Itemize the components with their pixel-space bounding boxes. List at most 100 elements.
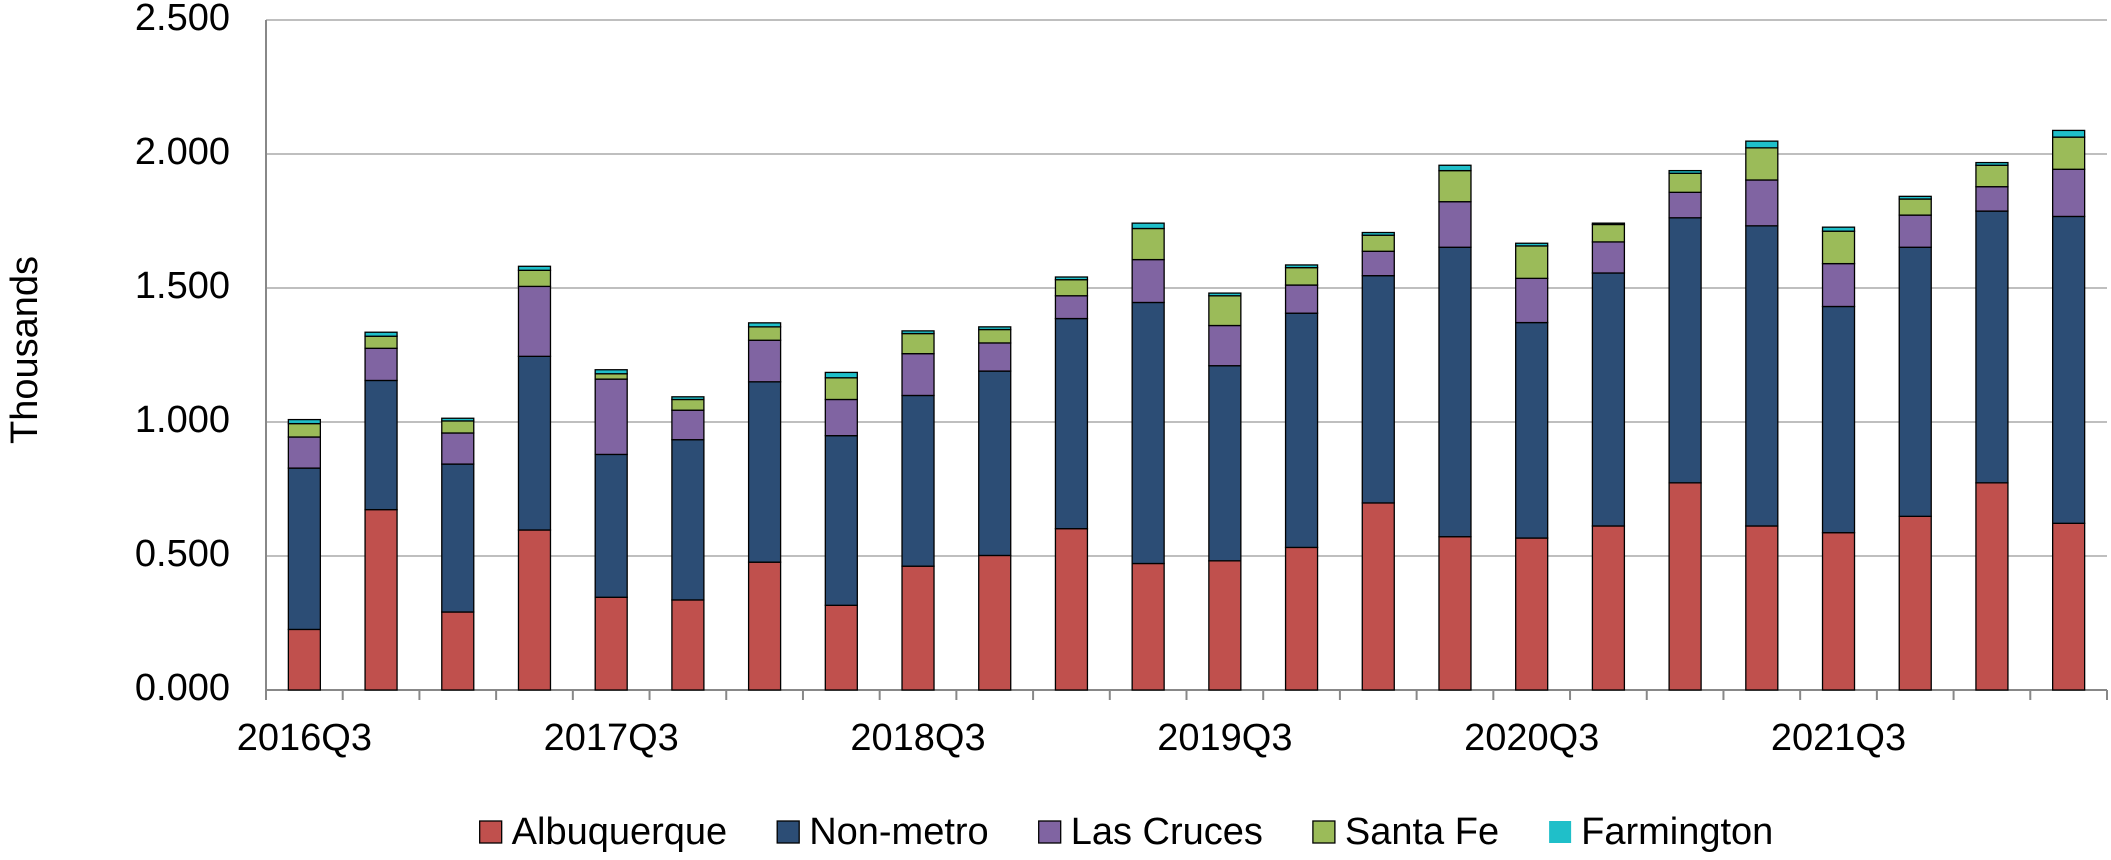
bar-segment bbox=[594, 373, 628, 380]
bar-segment bbox=[1054, 295, 1089, 320]
bar-segment bbox=[1898, 246, 1932, 517]
bar-segment bbox=[2051, 136, 2086, 170]
bar-segment bbox=[1745, 147, 1779, 181]
bar-segment bbox=[2051, 215, 2086, 524]
bar-segment bbox=[441, 611, 475, 691]
bar-segment bbox=[1591, 525, 1626, 691]
bar-segment bbox=[747, 339, 782, 383]
bar-segment bbox=[1668, 191, 1702, 219]
bar-segment bbox=[824, 435, 858, 606]
bar-segment bbox=[517, 355, 552, 531]
bar-segment bbox=[824, 604, 858, 691]
bar-segment bbox=[594, 596, 628, 691]
bar-segment bbox=[1284, 284, 1319, 314]
bar-segment bbox=[901, 353, 935, 397]
bar-segment bbox=[671, 599, 705, 691]
bar-segment bbox=[364, 331, 398, 337]
x-tick-label: 2021Q3 bbox=[1771, 717, 1906, 759]
bar-segment bbox=[978, 342, 1012, 372]
bar-segment bbox=[441, 432, 475, 465]
bar-segment bbox=[517, 269, 552, 288]
bar-segment bbox=[1284, 264, 1319, 269]
bar-segment bbox=[1668, 169, 1702, 174]
bar-segment bbox=[824, 398, 858, 437]
bar-segment bbox=[1438, 246, 1472, 538]
bar-segment bbox=[1515, 537, 1549, 691]
bar-segment bbox=[1591, 223, 1626, 243]
bar-segment bbox=[1668, 217, 1702, 484]
bar-segment bbox=[747, 561, 782, 691]
bar-segment bbox=[671, 398, 705, 411]
bar-segment bbox=[1131, 301, 1165, 565]
bar-segment bbox=[1208, 365, 1242, 562]
bar-segment bbox=[441, 463, 475, 613]
y-tick-label: 0.500 bbox=[135, 533, 230, 575]
bar-segment bbox=[1745, 225, 1779, 527]
bar-segment bbox=[287, 467, 322, 631]
bar-segment bbox=[1208, 560, 1242, 691]
bar-segment bbox=[1438, 169, 1472, 203]
bar-segment bbox=[1515, 321, 1549, 539]
bar-segment bbox=[1054, 279, 1089, 297]
y-axis-label: Thousands bbox=[4, 256, 46, 444]
bar-segment bbox=[901, 565, 935, 691]
bar-segment bbox=[1591, 272, 1626, 527]
bar-segment bbox=[1515, 242, 1549, 247]
bar-segment bbox=[1208, 324, 1242, 367]
bar-segment bbox=[1438, 536, 1472, 691]
bar-segment bbox=[1898, 195, 1932, 200]
bar-segment bbox=[1898, 198, 1932, 216]
bar-segment bbox=[1208, 295, 1242, 327]
bar-segment bbox=[2051, 168, 2086, 218]
bar-segment bbox=[1438, 201, 1472, 248]
bar-segment bbox=[287, 422, 322, 438]
bar-segment bbox=[1668, 172, 1702, 193]
bar-segment bbox=[671, 396, 705, 401]
legend-label: Albuquerque bbox=[512, 811, 728, 853]
bar-segment bbox=[2051, 522, 2086, 691]
bar-segment bbox=[287, 418, 322, 425]
bar-segment bbox=[1515, 245, 1549, 280]
y-tick-label: 2.500 bbox=[135, 0, 230, 39]
legend-label: Farmington bbox=[1581, 811, 1773, 853]
bar-segment bbox=[1898, 214, 1932, 248]
bar-segment bbox=[1131, 222, 1165, 230]
bar-segment bbox=[747, 326, 782, 341]
bar-segment bbox=[287, 436, 322, 469]
bar-segment bbox=[1131, 258, 1165, 304]
bar-segment bbox=[594, 369, 628, 375]
bar-segment bbox=[978, 370, 1012, 557]
legend-swatch bbox=[1549, 821, 1572, 843]
bar-segment bbox=[2051, 129, 2086, 138]
bar-segment bbox=[594, 378, 628, 456]
bar-segment bbox=[901, 394, 935, 567]
bar-segment bbox=[1898, 515, 1932, 691]
bar-segment bbox=[1591, 241, 1626, 274]
x-tick-label: 2017Q3 bbox=[544, 717, 679, 759]
bar-segment bbox=[671, 439, 705, 601]
bar-segment bbox=[1054, 317, 1089, 530]
bar-segment bbox=[978, 554, 1012, 691]
bar-segment bbox=[824, 377, 858, 401]
bar-segment bbox=[517, 285, 552, 357]
bar-segment bbox=[364, 508, 398, 691]
bar-segment bbox=[1208, 292, 1242, 297]
bar-segment bbox=[1515, 277, 1549, 324]
bar-segment bbox=[1745, 525, 1779, 691]
bar-segment bbox=[747, 322, 782, 328]
bar-segment bbox=[517, 529, 552, 691]
legend-swatch bbox=[1312, 820, 1336, 844]
bar-segment bbox=[1284, 546, 1319, 691]
bar-segment bbox=[1745, 179, 1779, 227]
y-tick-label: 0.000 bbox=[135, 667, 230, 709]
bar-segment bbox=[978, 328, 1012, 344]
bar-segment bbox=[824, 371, 858, 379]
bar-segment bbox=[1131, 227, 1165, 261]
bar-segment bbox=[364, 335, 398, 349]
bar-segment bbox=[1821, 226, 1856, 232]
x-tick-label: 2020Q3 bbox=[1464, 717, 1599, 759]
bar-segment bbox=[1361, 231, 1395, 236]
y-tick-label: 2.000 bbox=[135, 131, 230, 173]
bar-segment bbox=[1975, 164, 2009, 188]
